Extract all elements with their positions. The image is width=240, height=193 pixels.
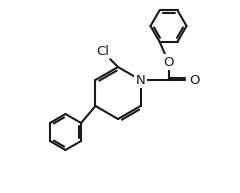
Text: O: O: [163, 56, 174, 69]
Text: O: O: [190, 74, 200, 86]
Text: N: N: [136, 74, 145, 86]
Text: Cl: Cl: [96, 45, 109, 58]
